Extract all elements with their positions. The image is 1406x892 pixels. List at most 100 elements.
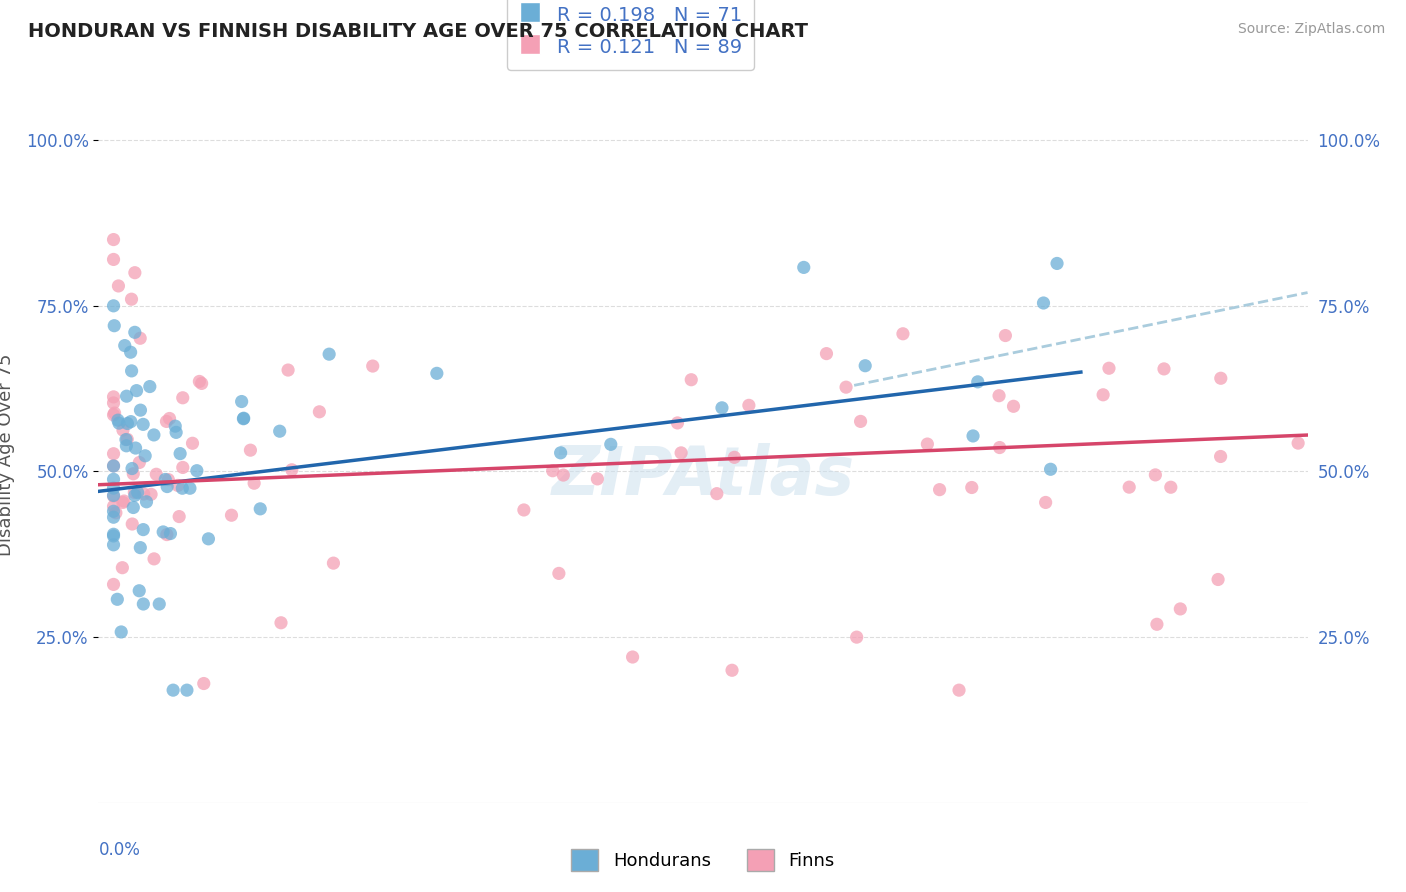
Point (1032, 296, 1054, 310)
Point (107, 413, 129, 427)
Point (129, 331, 152, 345)
Point (132, 417, 155, 432)
Point (103, 252, 125, 267)
Point (104, 506, 127, 520)
Point (231, 394, 253, 409)
Point (159, 526, 181, 541)
Point (103, 489, 125, 503)
Point (103, 538, 125, 552)
Point (308, 405, 330, 419)
Point (103, 396, 125, 410)
Point (190, 376, 212, 391)
Point (103, 500, 125, 514)
Point (172, 460, 194, 475)
Point (134, 449, 156, 463)
Point (243, 476, 266, 491)
Point (721, 663, 744, 677)
Point (103, 481, 125, 495)
Point (159, 411, 181, 425)
Point (1209, 450, 1232, 464)
Point (132, 597, 155, 611)
Point (1168, 602, 1191, 616)
Point (917, 437, 939, 451)
Point (835, 380, 858, 394)
Point (103, 577, 125, 591)
Point (277, 363, 299, 377)
Point (172, 481, 194, 495)
Point (132, 487, 155, 501)
Point (960, 481, 983, 495)
Point (115, 432, 138, 446)
Point (547, 566, 569, 581)
Point (124, 326, 146, 340)
Point (738, 398, 761, 412)
Point (156, 479, 179, 493)
Point (103, 318, 125, 333)
Point (1209, 371, 1232, 385)
Point (188, 375, 211, 389)
Point (193, 676, 215, 690)
Point (249, 501, 271, 516)
Point (128, 455, 150, 469)
Point (179, 481, 201, 495)
Point (155, 473, 177, 487)
Point (1206, 573, 1229, 587)
Point (129, 403, 152, 417)
Point (139, 379, 162, 393)
Point (599, 437, 621, 451)
Point (553, 468, 575, 483)
Point (845, 630, 868, 644)
Point (669, 446, 692, 460)
Point (121, 461, 143, 475)
Text: Source: ZipAtlas.com: Source: ZipAtlas.com (1237, 22, 1385, 37)
Point (125, 384, 148, 398)
Point (541, 464, 564, 478)
Point (988, 389, 1011, 403)
Point (994, 328, 1017, 343)
Point (793, 260, 815, 275)
Y-axis label: Disability Age Over 75: Disability Age Over 75 (0, 353, 14, 557)
Point (221, 508, 243, 523)
Point (988, 441, 1011, 455)
Point (181, 436, 204, 450)
Point (172, 391, 194, 405)
Point (239, 443, 262, 458)
Point (105, 592, 128, 607)
Point (550, 446, 572, 460)
Point (103, 458, 125, 473)
Point (166, 478, 188, 492)
Point (1286, 436, 1309, 450)
Point (103, 510, 125, 524)
Point (112, 494, 135, 508)
Point (145, 467, 167, 482)
Point (107, 279, 129, 293)
Point (621, 650, 644, 665)
Point (966, 375, 988, 389)
Point (127, 485, 149, 500)
Point (1146, 617, 1168, 632)
Point (152, 524, 174, 539)
Point (426, 367, 449, 381)
Point (122, 467, 145, 481)
Point (891, 326, 914, 341)
Point (361, 359, 384, 373)
Point (115, 433, 138, 447)
Point (121, 292, 143, 306)
Point (723, 450, 745, 465)
Point (513, 503, 536, 517)
Point (124, 485, 146, 500)
Point (1118, 480, 1140, 494)
Point (143, 552, 166, 566)
Point (103, 299, 125, 313)
Point (1098, 361, 1121, 376)
Point (148, 597, 170, 611)
Point (114, 338, 136, 352)
Point (103, 458, 125, 473)
Point (103, 527, 125, 541)
Point (165, 419, 187, 434)
Point (165, 425, 187, 440)
Point (111, 423, 134, 437)
Point (853, 359, 876, 373)
Point (706, 486, 728, 500)
Point (115, 389, 138, 403)
